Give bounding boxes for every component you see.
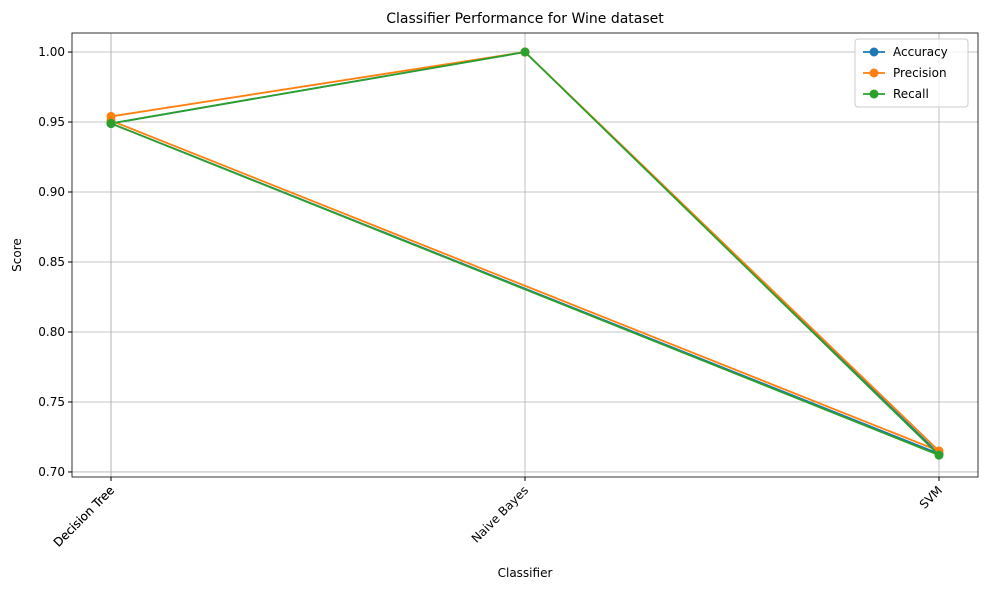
legend-label: Precision — [893, 66, 947, 80]
series-line — [110, 51, 940, 452]
y-tick-label: 0.90 — [38, 185, 65, 199]
y-tick-label: 0.95 — [38, 115, 65, 129]
x-tick-label: Naive Bayes — [469, 483, 531, 545]
x-tick-label: Decision Tree — [51, 483, 117, 549]
legend-label: Accuracy — [893, 45, 948, 59]
legend-marker — [869, 89, 879, 99]
legend-label: Recall — [893, 87, 929, 101]
y-tick-label: 1.00 — [38, 45, 65, 59]
x-tick-label: SVM — [917, 483, 945, 511]
point — [520, 47, 530, 57]
y-tick-label: 0.85 — [38, 255, 65, 269]
y-axis-label: Score — [10, 238, 24, 272]
plot-frame — [71, 32, 979, 478]
legend-marker — [869, 47, 879, 57]
y-tick-label: 0.75 — [38, 395, 65, 409]
x-axis-label: Classifier — [498, 566, 553, 580]
point — [934, 450, 944, 460]
y-tick-label: 0.80 — [38, 325, 65, 339]
y-tick-label: 0.70 — [38, 465, 65, 479]
series-line — [110, 51, 940, 456]
chart-title: Classifier Performance for Wine dataset — [386, 11, 664, 27]
legend-box — [854, 38, 969, 108]
legend-marker — [869, 68, 879, 78]
point — [106, 118, 116, 128]
